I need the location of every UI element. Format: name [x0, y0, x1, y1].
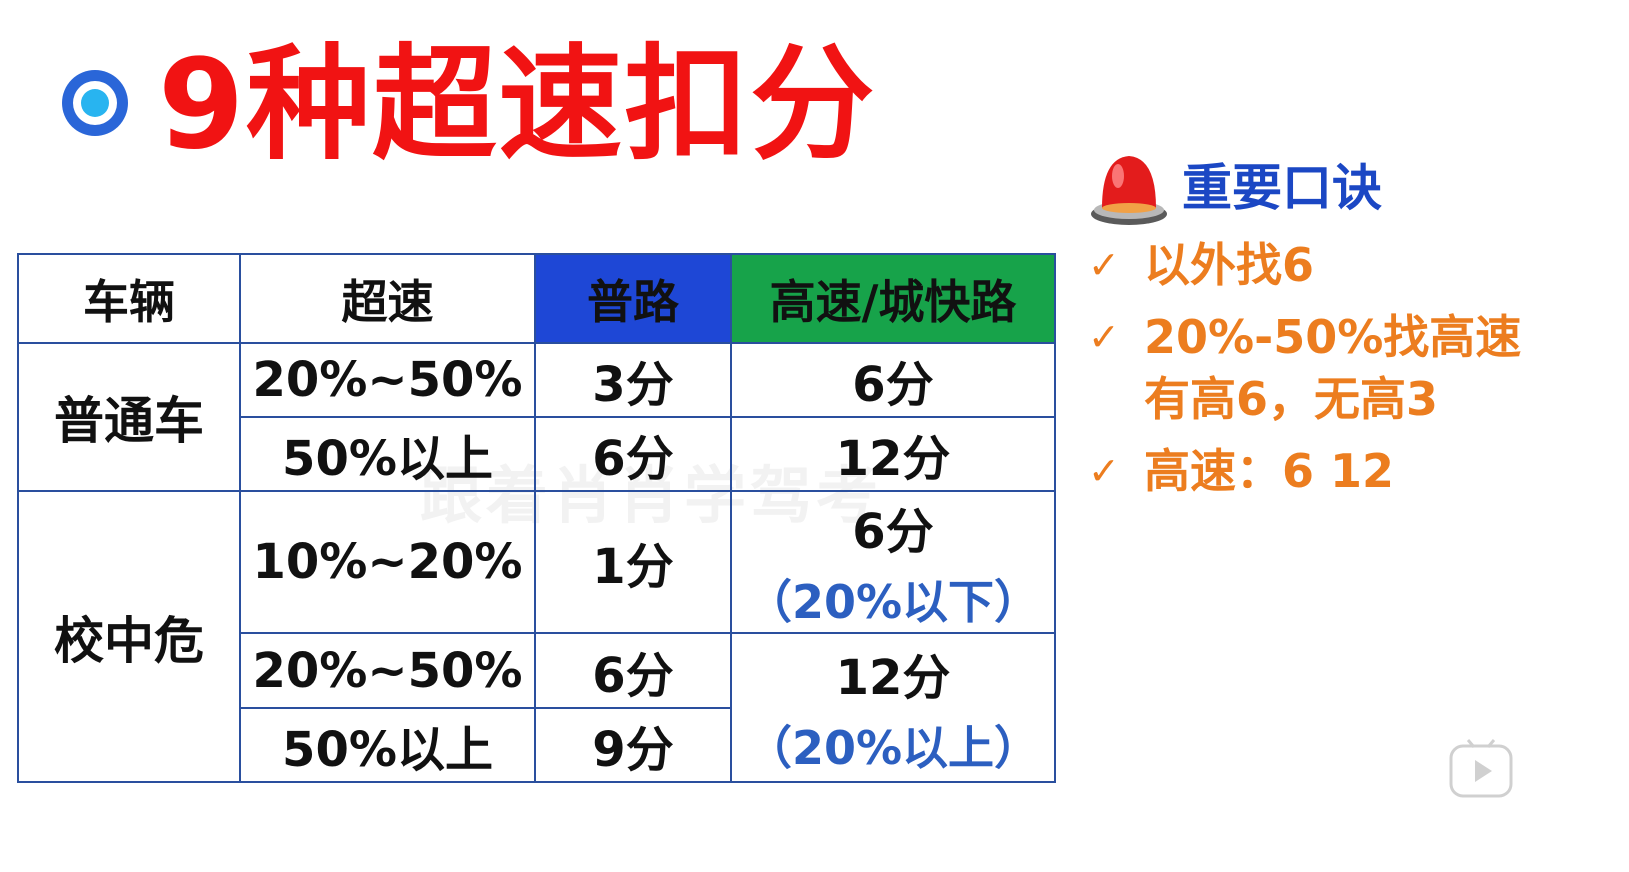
tip-text: 高速：6 12 [1144, 444, 1395, 498]
tip-item: ✓ 以外找6 [1088, 234, 1618, 296]
table-row: 50%以上 9分 [18, 707, 1055, 783]
target-icon [62, 70, 128, 136]
speed-cell: 10%~20% [239, 490, 536, 634]
normal-road-cell: 9分 [534, 707, 732, 783]
normal-road-cell: 1分 [534, 490, 732, 634]
table-row: 普通车 20%~50% 3分 6分 [17, 342, 1056, 492]
header-highway: 高速/城快路 [730, 253, 1056, 344]
highway-value: 6分 [852, 504, 934, 560]
play-logo-icon [1449, 739, 1513, 798]
highway-cell: 6分 （20%以下） [730, 490, 1056, 634]
mnemonic-header: 重要口诀 [1088, 140, 1618, 228]
check-icon: ✓ [1088, 243, 1120, 287]
speed-cell: 50%以上 [239, 707, 536, 783]
page-title: 9种超速扣分 [158, 33, 877, 177]
table-header-row: 车辆 超速 普路 高速/城快路 [17, 253, 1056, 344]
table-row: 50%以上 6分 12分 [18, 416, 1056, 492]
normal-road-cell: 6分 [534, 632, 732, 709]
mnemonic-panel: 重要口诀 ✓ 以外找6 ✓ 20%-50%找高速 有高6，无高3 ✓ 高速：6 … [1088, 140, 1618, 502]
highway-value: 12分 [835, 649, 951, 706]
tip-item: ✓ 20%-50%找高速 有高6，无高3 [1088, 306, 1618, 430]
tip-list: ✓ 以外找6 ✓ 20%-50%找高速 有高6，无高3 ✓ 高速：6 12 [1088, 234, 1618, 502]
highway-cell: 12分 （20%以上） [730, 632, 1056, 783]
tip-text: 有高6，无高3 [1144, 372, 1439, 426]
header-normal-road: 普路 [534, 253, 732, 344]
tip-item: ✓ 高速：6 12 [1088, 440, 1618, 502]
mnemonic-title: 重要口诀 [1182, 159, 1382, 217]
tip-text: 以外找6 [1144, 238, 1315, 292]
highway-note: （20%以上） [745, 720, 1041, 775]
highway-cell: 12分 [730, 416, 1056, 492]
normal-road-cell: 3分 [534, 342, 732, 418]
normal-road-cell: 6分 [534, 416, 732, 492]
header-vehicle: 车辆 [17, 253, 241, 344]
header-speeding: 超速 [239, 253, 536, 344]
highway-note: （20%以下） [745, 575, 1041, 629]
speed-cell: 20%~50% [239, 342, 536, 418]
check-icon: ✓ [1088, 315, 1120, 359]
table-row: 校中危 10%~20% 1分 6分 （20%以下） [17, 490, 1056, 783]
check-icon: ✓ [1088, 449, 1120, 493]
highway-cell: 6分 [730, 342, 1056, 418]
speed-cell: 50%以上 [239, 416, 536, 492]
siren-icon [1091, 156, 1167, 225]
penalty-table: 车辆 超速 普路 高速/城快路 普通车 20%~50% 3分 6分 50%以上 … [17, 253, 1056, 783]
tip-text: 20%-50%找高速 [1144, 310, 1522, 364]
vehicle-cell: 校中危 [17, 490, 241, 783]
speed-cell: 20%~50% [239, 632, 536, 709]
vehicle-cell: 普通车 [17, 342, 241, 492]
table-row: 20%~50% 6分 12分 （20%以上） [18, 632, 1056, 783]
